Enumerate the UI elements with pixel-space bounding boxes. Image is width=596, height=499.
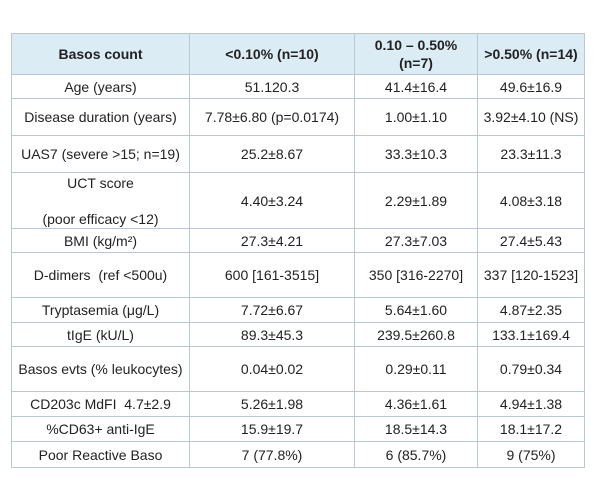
row-label: %CD63+ anti-IgE bbox=[11, 416, 190, 442]
cell-value: 6 (85.7%) bbox=[354, 441, 478, 468]
row-label: tIgE (kU/L) bbox=[11, 322, 190, 347]
cell-value: 18.5±14.3 bbox=[354, 416, 478, 442]
header-basos-count: Basos count bbox=[11, 33, 190, 75]
row-label-line: (poor efficacy <12) bbox=[42, 210, 159, 227]
table-row: tIgE (kU/L) 89.3±45.3 239.5±260.8 133.1±… bbox=[11, 322, 585, 347]
cell-value: 23.3±11.3 bbox=[477, 135, 585, 173]
cell-value: 15.9±19.7 bbox=[189, 416, 355, 442]
row-label: UCT score (poor efficacy <12) bbox=[11, 172, 190, 229]
cell-value: 27.3±7.03 bbox=[354, 228, 478, 253]
cell-value: 5.64±1.60 bbox=[354, 297, 478, 323]
row-label: Tryptasemia (μg/L) bbox=[11, 297, 190, 323]
header-row: Basos count <0.10% (n=10) 0.10 – 0.50% (… bbox=[11, 33, 585, 75]
row-label: Basos evts (% leukocytes) bbox=[11, 346, 190, 392]
row-label: UAS7 (severe >15; n=19) bbox=[11, 135, 190, 173]
cell-value: 89.3±45.3 bbox=[189, 322, 355, 347]
header-group-high: >0.50% (n=14) bbox=[477, 33, 585, 75]
cell-value: 4.36±1.61 bbox=[354, 391, 478, 417]
row-label: Poor Reactive Baso bbox=[11, 441, 190, 468]
table-row: Poor Reactive Baso 7 (77.8%) 6 (85.7%) 9… bbox=[11, 441, 585, 468]
results-table-container: Basos count <0.10% (n=10) 0.10 – 0.50% (… bbox=[11, 33, 585, 468]
cell-value: 0.79±0.34 bbox=[477, 346, 585, 392]
cell-value: 27.4±5.43 bbox=[477, 228, 585, 253]
cell-value: 25.2±8.67 bbox=[189, 135, 355, 173]
row-label: BMI (kg/m²) bbox=[11, 228, 190, 253]
cell-value: 4.08±3.18 bbox=[477, 172, 585, 229]
table-row: Basos evts (% leukocytes) 0.04±0.02 0.29… bbox=[11, 346, 585, 392]
cell-value: 7 (77.8%) bbox=[189, 441, 355, 468]
cell-value: 7.78±6.80 (p=0.0174) bbox=[189, 98, 355, 136]
table-row: CD203c MdFI 4.7±2.9 5.26±1.98 4.36±1.61 … bbox=[11, 391, 585, 417]
table-row: D-dimers (ref <500u) 600 [161-3515] 350 … bbox=[11, 252, 585, 298]
cell-value: 600 [161-3515] bbox=[189, 252, 355, 298]
cell-value: 7.72±6.67 bbox=[189, 297, 355, 323]
table-row: BMI (kg/m²) 27.3±4.21 27.3±7.03 27.4±5.4… bbox=[11, 228, 585, 253]
cell-value: 3.92±4.10 (NS) bbox=[477, 98, 585, 136]
cell-value: 0.04±0.02 bbox=[189, 346, 355, 392]
table-row: Tryptasemia (μg/L) 7.72±6.67 5.64±1.60 4… bbox=[11, 297, 585, 323]
cell-value: 0.29±0.11 bbox=[354, 346, 478, 392]
table-row: UAS7 (severe >15; n=19) 25.2±8.67 33.3±1… bbox=[11, 135, 585, 173]
cell-value: 18.1±17.2 bbox=[477, 416, 585, 442]
cell-value: 1.00±1.10 bbox=[354, 98, 478, 136]
cell-value: 51.120.3 bbox=[189, 74, 355, 99]
cell-value: 2.29±1.89 bbox=[354, 172, 478, 229]
cell-value: 350 [316-2270] bbox=[354, 252, 478, 298]
cell-value: 4.87±2.35 bbox=[477, 297, 585, 323]
cell-value: 41.4±16.4 bbox=[354, 74, 478, 99]
row-label: CD203c MdFI 4.7±2.9 bbox=[11, 391, 190, 417]
header-group-mid: 0.10 – 0.50% (n=7) bbox=[354, 33, 478, 75]
table-row: UCT score (poor efficacy <12) 4.40±3.24 … bbox=[11, 172, 585, 229]
cell-value: 49.6±16.9 bbox=[477, 74, 585, 99]
row-label: Disease duration (years) bbox=[11, 98, 190, 136]
results-table: Basos count <0.10% (n=10) 0.10 – 0.50% (… bbox=[11, 33, 585, 468]
cell-value: 27.3±4.21 bbox=[189, 228, 355, 253]
cell-value: 5.26±1.98 bbox=[189, 391, 355, 417]
table-row: Age (years) 51.120.3 41.4±16.4 49.6±16.9 bbox=[11, 74, 585, 99]
cell-value: 239.5±260.8 bbox=[354, 322, 478, 347]
cell-value: 337 [120-1523] bbox=[477, 252, 585, 298]
cell-value: 4.94±1.38 bbox=[477, 391, 585, 417]
table-row: %CD63+ anti-IgE 15.9±19.7 18.5±14.3 18.1… bbox=[11, 416, 585, 442]
cell-value: 9 (75%) bbox=[477, 441, 585, 468]
header-group-low: <0.10% (n=10) bbox=[189, 33, 355, 75]
row-label: D-dimers (ref <500u) bbox=[11, 252, 190, 298]
cell-value: 33.3±10.3 bbox=[354, 135, 478, 173]
table-row: Disease duration (years) 7.78±6.80 (p=0.… bbox=[11, 98, 585, 136]
cell-value: 4.40±3.24 bbox=[189, 172, 355, 229]
row-label-line: UCT score bbox=[67, 174, 134, 191]
row-label: Age (years) bbox=[11, 74, 190, 99]
cell-value: 133.1±169.4 bbox=[477, 322, 585, 347]
